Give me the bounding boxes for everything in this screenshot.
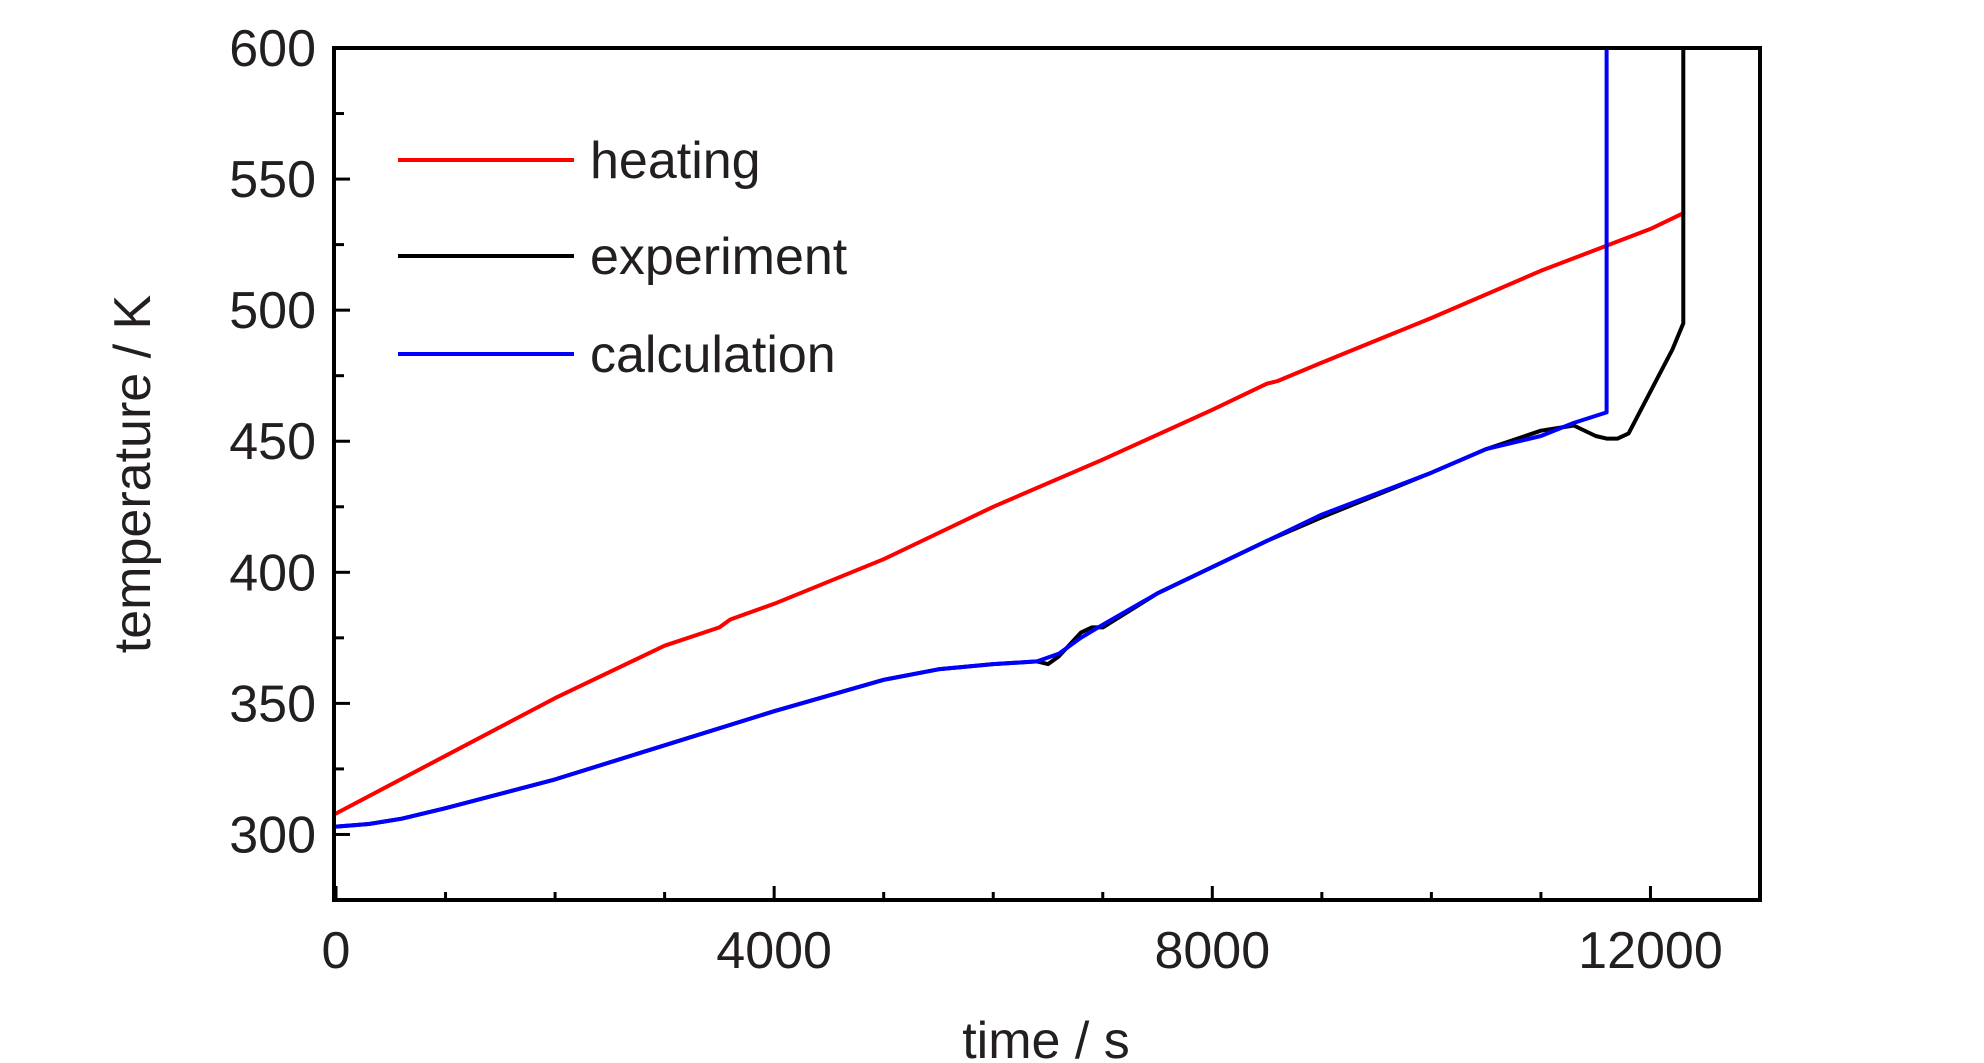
x-tick-label: 0 [322,922,351,980]
plot-frame [332,46,1762,902]
y-tick-label: 600 [229,20,316,78]
x-tick-label: 12000 [1578,922,1723,980]
legend-label-experiment: experiment [590,228,848,286]
y-tick-label: 350 [229,675,316,733]
ticks-layer [334,46,1652,900]
y-tick-label: 500 [229,282,316,340]
y-tick-label: 400 [229,544,316,602]
x-tick-label: 4000 [716,922,832,980]
series-layer [336,48,1686,829]
series-line-experiment [336,48,1686,829]
legend: heating experiment calculation [398,132,848,384]
series-line-calculation [336,48,1609,829]
y-axis-title: temperature / K [104,294,162,653]
series-line-heating [336,211,1686,816]
y-tick-label: 450 [229,413,316,471]
y-tick-label: 550 [229,151,316,209]
x-tick-label: 8000 [1154,922,1270,980]
x-axis-title: time / s [962,1012,1130,1063]
legend-label-heating: heating [590,132,761,190]
y-tick-label: 300 [229,806,316,864]
legend-label-calculation: calculation [590,326,836,384]
tick-labels-layer: 0 4000 8000 12000 300 350 400 450 500 550 600 [229,20,1723,980]
